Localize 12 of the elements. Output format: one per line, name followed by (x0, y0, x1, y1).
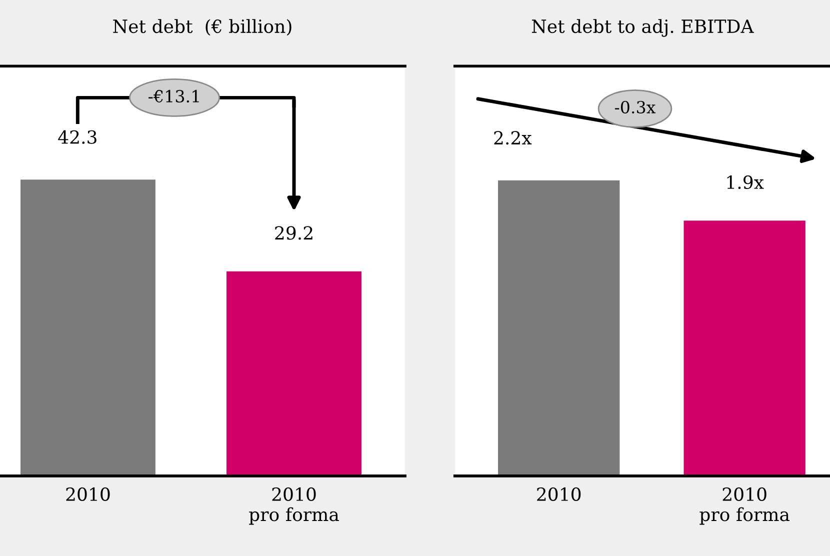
x-tick-label: 2010 pro forma (249, 487, 339, 525)
data-label: 1.9x (727, 175, 764, 190)
x-tick-label: 2010 (537, 487, 581, 502)
x-tick-label: 2010 pro forma (700, 487, 790, 525)
annotation: -0.3x (614, 100, 656, 114)
data-label: 42.3 (58, 130, 96, 144)
data-label: 2.2x (494, 130, 532, 145)
data-label: 29.2 (275, 226, 312, 240)
chart-title: Net debt (€ billion) (113, 19, 292, 36)
chart-title: Net debt to adj. EBITDA (532, 19, 754, 37)
x-tick-label: 2010 (66, 487, 110, 502)
annotation: -€13.1 (148, 90, 199, 103)
